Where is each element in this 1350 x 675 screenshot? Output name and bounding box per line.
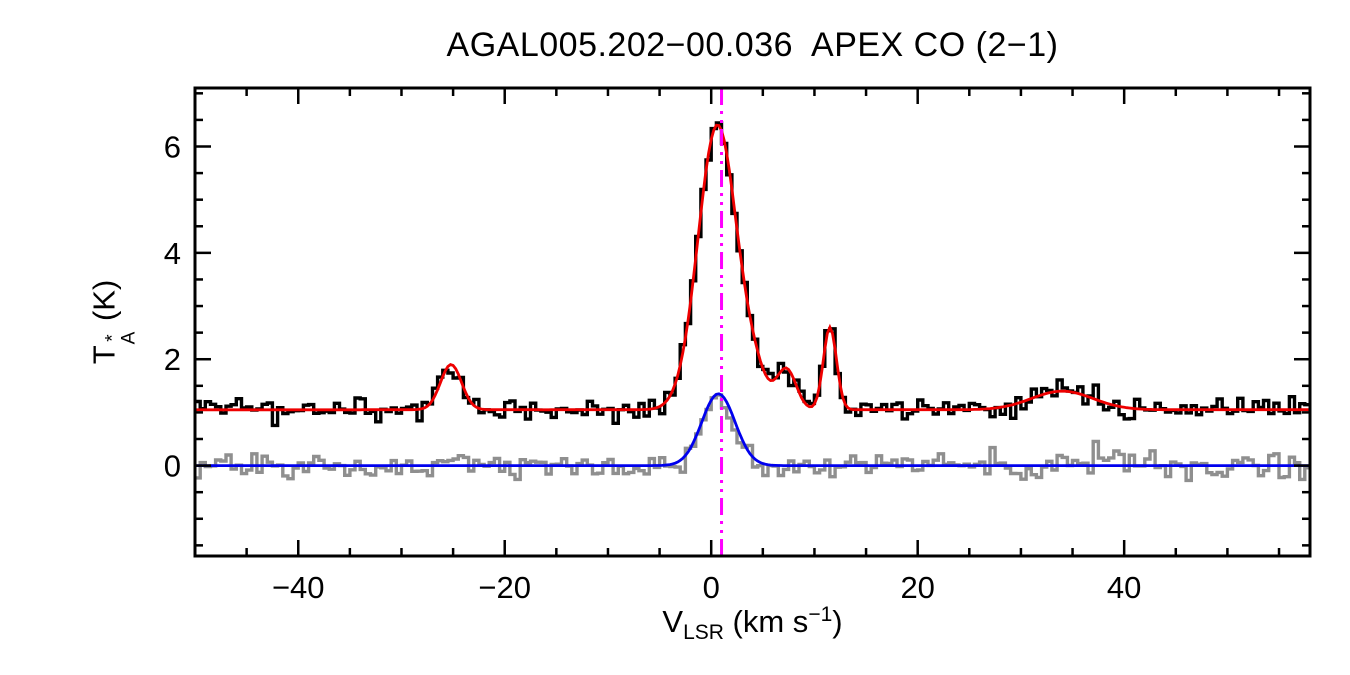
plot-area [195, 121, 1310, 483]
y-tick-label: 6 [164, 130, 181, 165]
x-tick-label: 0 [703, 570, 720, 605]
x-axis-label-unit-close: ) [832, 604, 843, 639]
observed-spectrum-path [195, 121, 1310, 428]
y-axis-label-base: T [86, 345, 122, 365]
x-tick-label: −40 [272, 570, 325, 605]
y-tick-label: 4 [164, 236, 181, 271]
tick-labels: −40 −20 0 20 40 0 2 4 6 [164, 130, 1142, 606]
y-tick-label: 0 [164, 449, 181, 484]
x-axis-label-superscript: −1 [808, 603, 833, 626]
x-tick-label: 40 [1107, 570, 1141, 605]
x-tick-label: −20 [478, 570, 531, 605]
x-axis-label-subscript: LSR [683, 621, 724, 644]
chart-title: AGAL005.202−00.036 APEX CO (2−1) [446, 26, 1059, 64]
gaussian-fit-observed-path [195, 123, 1310, 412]
reference-spectrum-path [195, 393, 1310, 483]
axis-ticks [195, 88, 1310, 556]
x-tick-label: 20 [900, 570, 934, 605]
x-axis-label: VLSR (km s−1) [195, 603, 1310, 645]
y-axis-label-subscript: A [118, 331, 140, 345]
y-axis-label-unit: (K) [86, 279, 122, 330]
y-axis-label-supsub: * A [102, 331, 140, 345]
y-tick-label: 2 [164, 342, 181, 377]
plot-frame [193, 86, 1312, 558]
x-axis-label-base: V [662, 604, 684, 639]
y-axis-label: T * A (K) [86, 279, 140, 365]
x-axis-label-unit: (km s [723, 604, 809, 639]
gaussian-fit-reference-path [195, 392, 1310, 467]
